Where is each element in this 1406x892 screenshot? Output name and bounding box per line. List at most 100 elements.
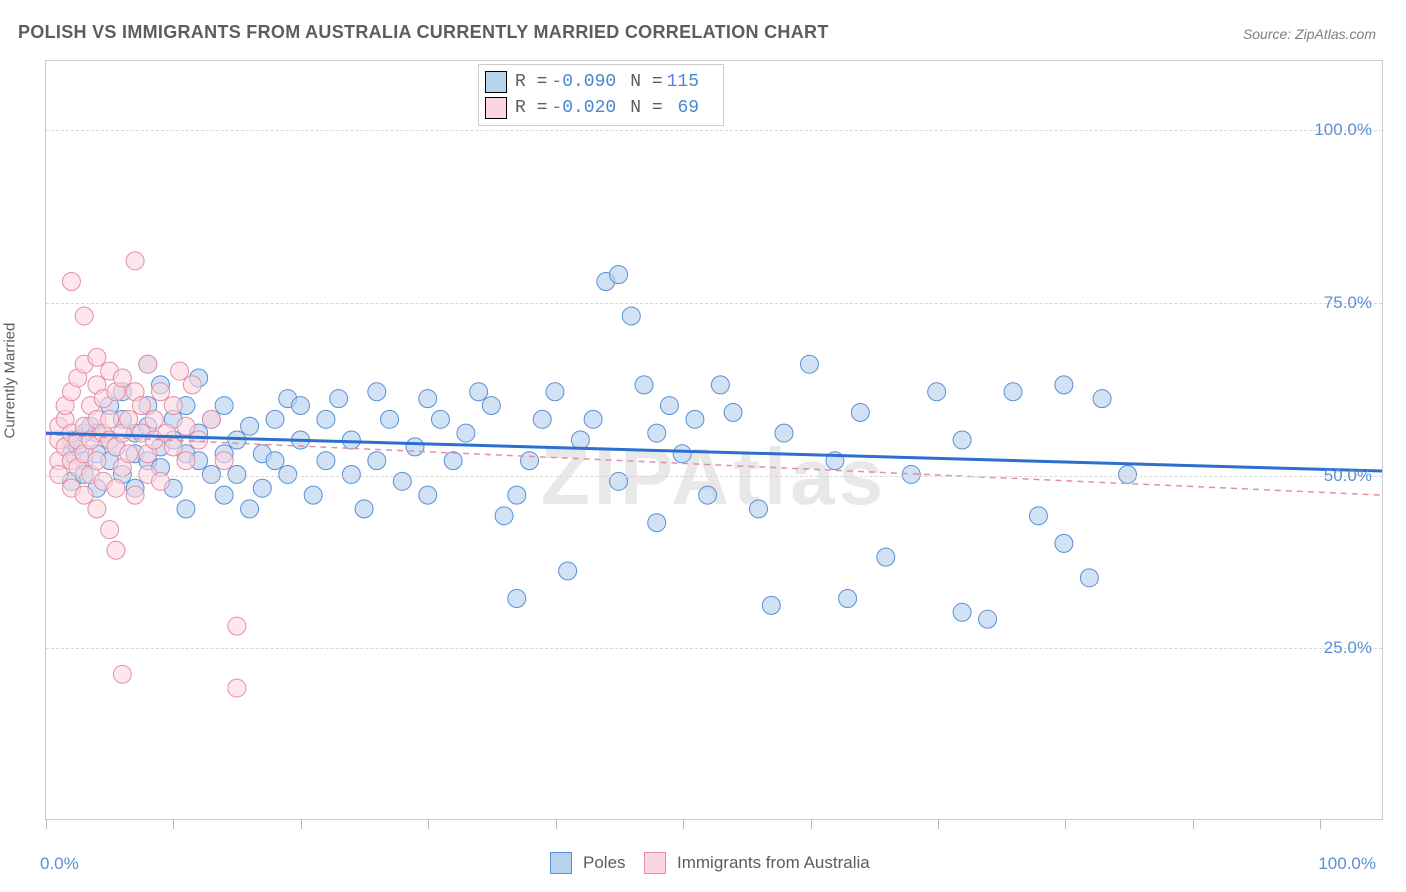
data-point: [355, 500, 373, 518]
x-tick: [46, 819, 47, 829]
data-point: [533, 410, 551, 428]
data-point: [877, 548, 895, 566]
scatter-svg: [46, 61, 1382, 819]
data-point: [101, 521, 119, 539]
data-point: [953, 603, 971, 621]
data-point: [686, 410, 704, 428]
data-point: [279, 465, 297, 483]
data-point: [419, 486, 437, 504]
data-point: [851, 403, 869, 421]
data-point: [101, 410, 119, 428]
data-point: [171, 362, 189, 380]
data-point: [215, 486, 233, 504]
chart-title: POLISH VS IMMIGRANTS FROM AUSTRALIA CURR…: [18, 22, 829, 43]
data-point: [1093, 390, 1111, 408]
data-point: [495, 507, 513, 525]
x-tick: [1065, 819, 1066, 829]
data-point: [368, 383, 386, 401]
data-point: [50, 465, 68, 483]
data-point: [660, 397, 678, 415]
stats-row-poles: R = -0.090 N = 115: [485, 69, 713, 95]
data-point: [75, 307, 93, 325]
data-point: [139, 355, 157, 373]
data-point: [241, 500, 259, 518]
data-point: [1055, 376, 1073, 394]
data-point: [610, 266, 628, 284]
trend-line: [46, 433, 1382, 471]
data-point: [368, 452, 386, 470]
data-point: [266, 410, 284, 428]
data-point: [775, 424, 793, 442]
data-point: [88, 500, 106, 518]
bottom-legend: Poles Immigrants from Australia: [0, 852, 1406, 874]
x-tick: [811, 819, 812, 829]
stats-n-value: 69: [667, 98, 699, 118]
data-point: [457, 424, 475, 442]
chart-container: POLISH VS IMMIGRANTS FROM AUSTRALIA CURR…: [0, 0, 1406, 892]
data-point: [152, 383, 170, 401]
swatch-icon: [485, 71, 507, 93]
data-point: [928, 383, 946, 401]
x-tick: [1193, 819, 1194, 829]
data-point: [304, 486, 322, 504]
data-point: [508, 590, 526, 608]
data-point: [75, 486, 93, 504]
data-point: [164, 397, 182, 415]
legend-label-immigrants: Immigrants from Australia: [677, 853, 870, 872]
data-point: [762, 596, 780, 614]
stats-r-value: -0.090: [551, 72, 616, 92]
data-point: [419, 390, 437, 408]
data-point: [342, 431, 360, 449]
data-point: [107, 541, 125, 559]
data-point: [521, 452, 539, 470]
y-tick-label: 75.0%: [1324, 293, 1372, 313]
data-point: [673, 445, 691, 463]
source-label: Source: ZipAtlas.com: [1243, 26, 1376, 42]
data-point: [1055, 534, 1073, 552]
data-point: [635, 376, 653, 394]
data-point: [1119, 465, 1137, 483]
data-point: [266, 452, 284, 470]
data-point: [342, 465, 360, 483]
data-point: [120, 445, 138, 463]
data-point: [470, 383, 488, 401]
x-tick: [428, 819, 429, 829]
data-point: [88, 348, 106, 366]
data-point: [711, 376, 729, 394]
data-point: [800, 355, 818, 373]
stats-n-label: N =: [630, 98, 662, 118]
data-point: [113, 665, 131, 683]
data-point: [750, 500, 768, 518]
data-point: [979, 610, 997, 628]
stats-legend-box: R = -0.090 N = 115 R = -0.020 N = 69: [478, 64, 724, 126]
data-point: [571, 431, 589, 449]
data-point: [202, 410, 220, 428]
stats-n-value: 115: [667, 72, 699, 92]
stats-n-label: N =: [630, 72, 662, 92]
data-point: [584, 410, 602, 428]
x-tick: [938, 819, 939, 829]
y-tick-label: 100.0%: [1314, 120, 1372, 140]
x-tick: [173, 819, 174, 829]
data-point: [381, 410, 399, 428]
data-point: [62, 273, 80, 291]
data-point: [145, 410, 163, 428]
data-point: [215, 397, 233, 415]
data-point: [88, 452, 106, 470]
data-point: [228, 465, 246, 483]
data-point: [228, 617, 246, 635]
data-point: [228, 679, 246, 697]
data-point: [113, 369, 131, 387]
data-point: [444, 452, 462, 470]
data-point: [1004, 383, 1022, 401]
data-point: [648, 424, 666, 442]
data-point: [724, 403, 742, 421]
stats-r-value: -0.020: [551, 98, 616, 118]
stats-r-label: R =: [515, 98, 547, 118]
data-point: [508, 486, 526, 504]
data-point: [482, 397, 500, 415]
data-point: [559, 562, 577, 580]
data-point: [291, 397, 309, 415]
data-point: [126, 252, 144, 270]
gridline: [46, 303, 1382, 304]
